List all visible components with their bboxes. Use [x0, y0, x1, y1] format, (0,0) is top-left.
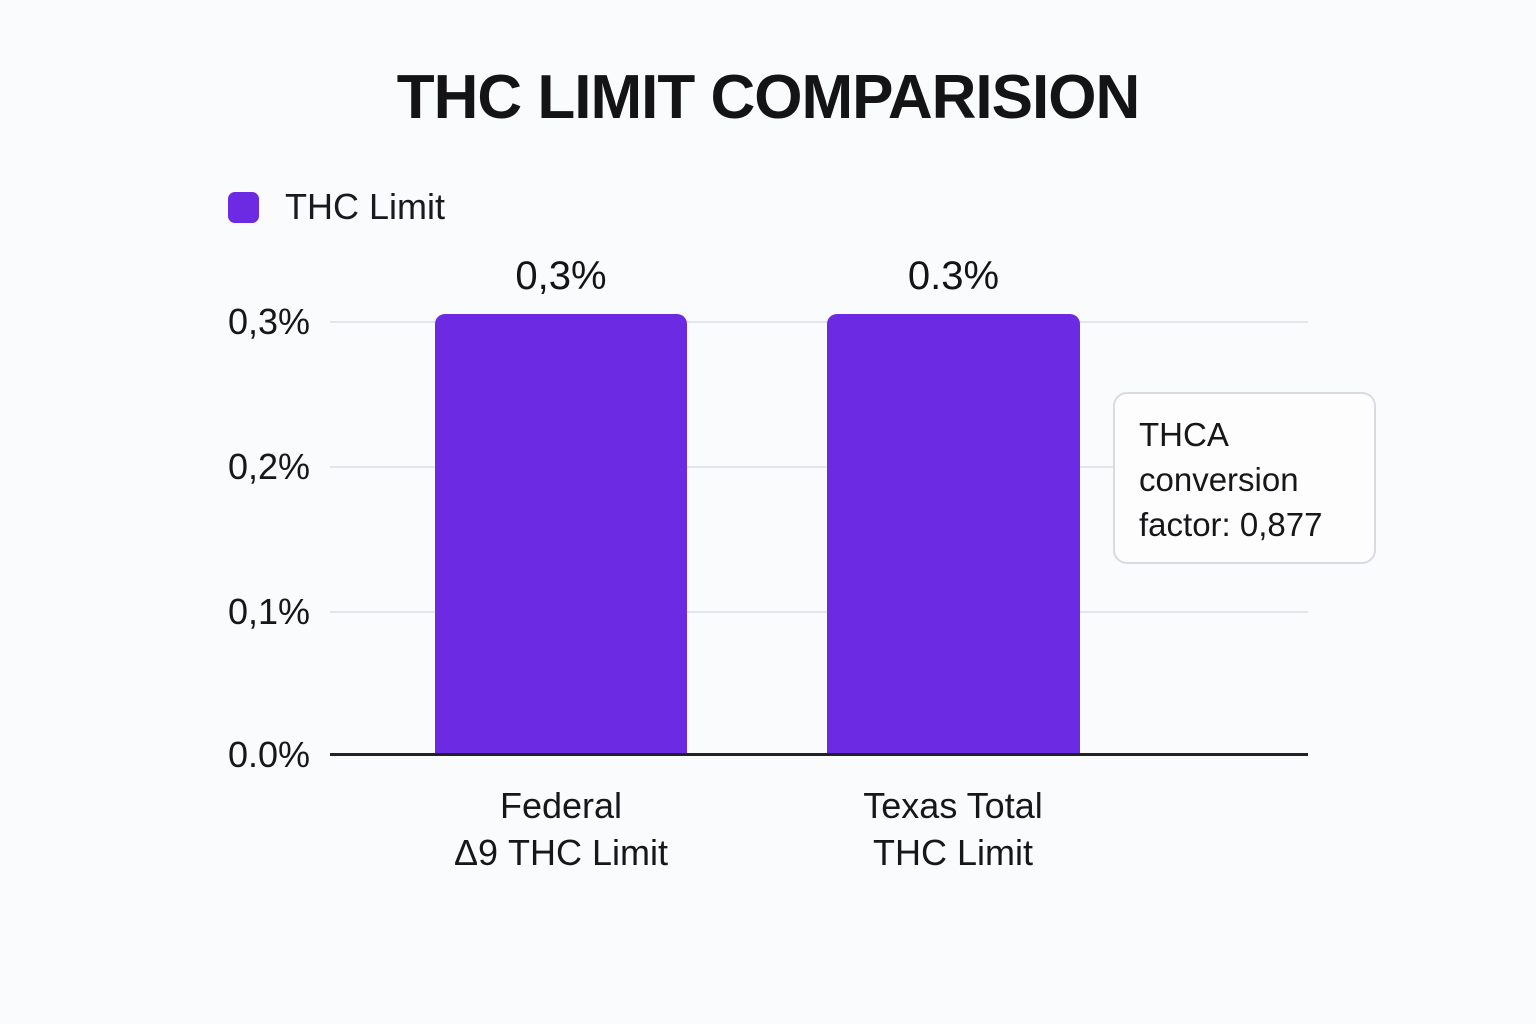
gridline-0-3 — [330, 321, 1308, 323]
legend-label: THC Limit — [285, 186, 445, 227]
category-label-texas-line2: THC Limit — [873, 832, 1033, 873]
value-label-texas: 0.3% — [907, 254, 1000, 298]
value-label-federal: 0,3% — [515, 254, 607, 298]
y-tick-label-0-0: 0.0% — [227, 734, 310, 775]
y-tick-label-0-2: 0,2% — [227, 446, 310, 487]
chart-title: THC LIMIT COMPARISION — [396, 63, 1140, 132]
bar-texas-total-thc-limit — [827, 314, 1080, 754]
category-label-texas: Texas Total THC Limit — [783, 782, 1123, 876]
category-label-federal-line1: Federal — [499, 785, 623, 826]
category-label-federal-line2: Δ9 THC Limit — [453, 832, 669, 873]
x-axis-line — [330, 753, 1308, 756]
legend: THC Limit — [228, 186, 445, 228]
category-label-federal: Federal Δ9 THC Limit — [391, 782, 731, 876]
y-tick-label-0-1: 0,1% — [227, 591, 310, 632]
bar-federal-d9-thc-limit — [435, 314, 687, 754]
gridline-0-2 — [330, 466, 1308, 468]
gridline-0-1 — [330, 611, 1308, 613]
legend-swatch-icon — [228, 191, 259, 223]
annotation-box: THCA conversion factor: 0,877 — [1113, 392, 1376, 564]
annotation-text: THCA conversion factor: 0,877 — [1139, 416, 1323, 543]
y-tick-label-0-3: 0,3% — [227, 301, 310, 342]
category-label-texas-line1: Texas Total — [863, 785, 1043, 826]
